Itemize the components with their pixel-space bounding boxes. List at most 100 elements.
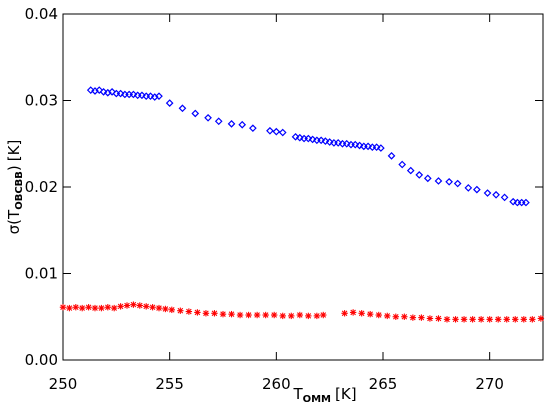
data-point [162,305,169,313]
data-point [191,109,200,118]
asterisk-stroke [297,312,303,318]
data-point [228,310,235,318]
data-point [308,135,317,144]
data-point [537,315,545,322]
data-point [509,197,517,206]
data-point [59,304,67,311]
data-point [219,310,227,318]
data-point [249,124,257,133]
data-point [117,303,124,310]
data-point [334,139,343,147]
data-point [194,309,201,316]
data-point [111,304,118,312]
data-point [272,127,281,136]
data-point [104,304,111,311]
asterisk-stroke [203,310,209,317]
data-point [245,311,252,319]
asterisk-stroke [279,313,286,319]
asterisk-stroke [177,307,184,314]
data-point [149,304,156,311]
data-point [341,310,348,317]
asterisk-stroke [358,310,365,317]
data-point [477,316,485,323]
data-point [86,86,95,94]
data-point [313,312,321,320]
x-tick-label: 260 [262,375,291,393]
data-point [146,92,155,101]
data-point [529,316,536,323]
data-point [130,301,137,308]
data-point [387,152,396,160]
data-point [214,117,223,126]
asterisk-stroke [254,312,260,318]
asterisk-stroke [156,305,162,311]
asterisk-stroke [66,305,73,311]
data-point [349,309,357,316]
data-point [136,302,143,309]
asterisk-stroke [444,316,450,323]
data-point [296,311,303,319]
data-point [266,126,274,135]
data-point [367,310,374,318]
asterisk-stroke [271,312,277,318]
data-point [178,104,187,113]
data-point [85,304,92,311]
data-point [445,177,453,186]
asterisk-stroke [427,315,433,322]
data-point [98,304,105,312]
data-point [262,311,269,319]
data-point [409,314,417,321]
y-tick-label: 0.01 [25,265,58,283]
data-point [377,144,385,152]
data-point [143,303,150,310]
asterisk-stroke [186,308,192,315]
y-tick-label: 0.02 [25,178,58,196]
data-point [418,314,425,321]
asterisk-stroke [211,310,218,317]
asterisk-stroke [194,309,201,316]
data-point [123,302,131,309]
data-point [79,304,86,312]
data-point [483,189,492,197]
y-axis-label: σ(TOBCBB)[K] [5,140,25,235]
data-point [99,88,108,96]
data-point [415,171,424,179]
asterisk-stroke [85,304,92,311]
data-point [520,316,527,323]
data-point [325,138,334,146]
data-point [279,312,286,320]
asterisk-stroke [105,304,111,311]
asterisk-stroke [149,304,156,311]
data-point [473,185,481,194]
asterisk-stroke [367,311,373,317]
asterisk-stroke [401,313,408,320]
data-point [253,311,261,319]
data-point [423,174,432,183]
data-point [168,306,175,314]
data-point [317,136,325,145]
data-point [271,311,278,319]
data-point [500,193,509,202]
data-point [72,304,79,311]
data-point [351,140,360,149]
data-point [358,310,365,317]
data-point [435,315,442,322]
x-tick-label: 265 [369,375,398,393]
data-point [460,316,468,323]
data-point [434,177,443,185]
asterisk-stroke [393,313,399,320]
asterisk-stroke [124,302,130,309]
x-tick-label: 250 [49,375,78,393]
asterisk-stroke [418,314,425,321]
asterisk-stroke [73,304,79,311]
data-point [95,86,104,94]
data-point [495,316,502,323]
asterisk-stroke [341,310,348,317]
data-point [227,120,236,128]
asterisk-stroke [512,316,519,323]
data-point [372,143,381,152]
data-point [129,90,138,99]
blue-diamond-series [86,86,530,207]
data-point [503,316,510,323]
